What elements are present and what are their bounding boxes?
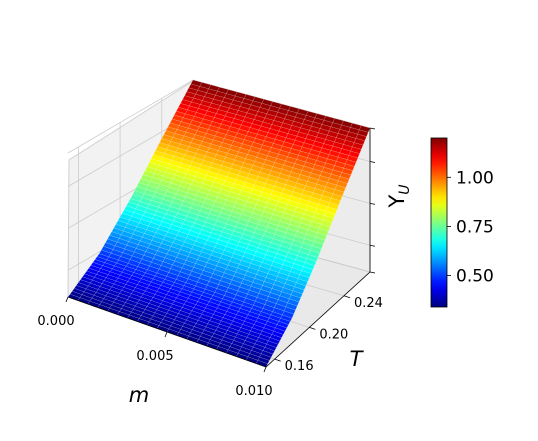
x-tick-label: 0.005: [136, 349, 173, 364]
y-axis-line: [265, 271, 371, 368]
svg-text:YU: YU: [385, 184, 413, 208]
z-tick: [369, 244, 376, 247]
y-tick: [343, 295, 351, 299]
z-axis-label-main: Y: [385, 195, 409, 209]
colorbar-tick-label: 0.75: [456, 217, 494, 237]
axis-ticks: 0.000 0.005 0.010 0.16 0.20 0.24: [37, 127, 383, 399]
z-axis-label: YU: [385, 184, 413, 208]
y-axis-label: T: [350, 347, 365, 371]
z-tick: [369, 202, 376, 205]
z-tick: [369, 127, 376, 130]
z-tick: [369, 161, 376, 163]
z-tick: [369, 271, 376, 274]
x-tick: [164, 331, 168, 338]
x-tick: [65, 296, 69, 303]
surface: [67, 79, 371, 368]
x-axis-label: m: [129, 383, 149, 407]
y-tick-label: 0.20: [319, 327, 348, 342]
y-tick: [274, 358, 281, 362]
y-tick-label: 0.24: [354, 296, 383, 311]
colorbar-tick-label: 1.00: [456, 168, 494, 188]
colorbar-ticks: 0.50 0.75 1.00: [447, 168, 494, 287]
x-tick-label: 0.000: [37, 314, 74, 329]
z-axis-label-sub: U: [397, 184, 413, 194]
y-tick-label: 0.16: [285, 359, 314, 374]
y-tick: [309, 327, 316, 330]
colorbar-tick-label: 0.50: [456, 267, 494, 287]
x-tick: [263, 366, 267, 373]
x-tick-label: 0.010: [235, 384, 272, 399]
colorbar: [430, 137, 448, 308]
